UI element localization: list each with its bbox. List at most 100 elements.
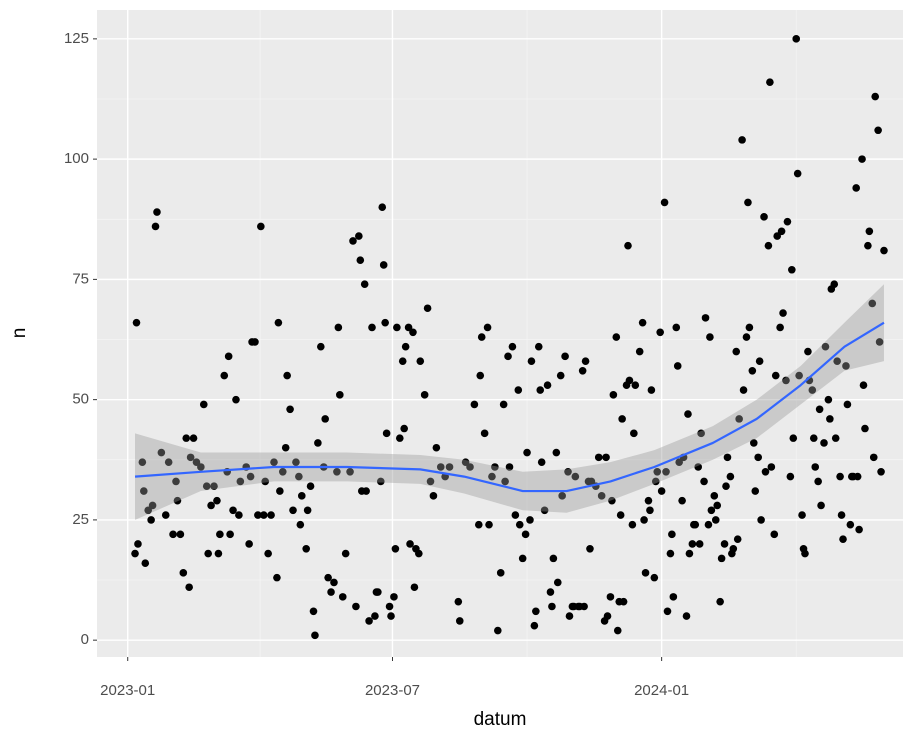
point: [153, 208, 161, 216]
point: [270, 458, 278, 466]
point: [732, 347, 741, 356]
point: [537, 458, 546, 466]
point: [232, 395, 240, 404]
point: [132, 318, 141, 327]
point: [564, 467, 572, 476]
point: [700, 477, 708, 486]
point: [515, 520, 524, 529]
y-tick-label: 75: [72, 270, 89, 287]
point: [602, 453, 610, 462]
point: [455, 617, 464, 625]
point: [261, 477, 270, 486]
point: [204, 549, 212, 558]
point: [749, 439, 758, 447]
point: [722, 482, 730, 491]
point: [491, 463, 499, 471]
point: [548, 602, 556, 611]
point: [202, 482, 211, 491]
point: [613, 626, 622, 635]
point: [777, 227, 786, 236]
point: [558, 492, 566, 500]
point: [716, 597, 724, 606]
point: [846, 520, 855, 529]
point: [815, 405, 824, 414]
point: [717, 554, 726, 563]
point: [594, 453, 603, 462]
point: [349, 237, 357, 245]
point: [276, 487, 284, 495]
point: [235, 511, 243, 519]
point: [371, 612, 379, 620]
point: [628, 520, 637, 529]
point: [378, 203, 387, 212]
point: [314, 439, 322, 447]
point: [466, 463, 474, 471]
point: [164, 458, 173, 466]
point: [406, 540, 414, 548]
point: [496, 569, 505, 577]
point: [789, 434, 798, 442]
point: [795, 371, 803, 380]
point: [416, 357, 425, 365]
point: [754, 453, 762, 462]
point: [729, 544, 738, 553]
point: [556, 371, 565, 380]
point: [292, 458, 300, 466]
point: [330, 578, 338, 587]
point: [814, 477, 822, 486]
point: [530, 621, 539, 630]
point: [697, 429, 705, 438]
point: [226, 530, 234, 539]
point: [501, 477, 509, 486]
point: [653, 467, 662, 476]
point: [197, 463, 205, 471]
point: [207, 501, 215, 510]
point: [216, 530, 224, 539]
point: [494, 626, 502, 635]
point: [461, 458, 470, 466]
point: [404, 323, 413, 332]
point: [641, 569, 650, 577]
point: [678, 496, 686, 505]
point: [597, 492, 606, 500]
point: [748, 366, 757, 375]
point: [745, 323, 754, 332]
point: [788, 265, 796, 274]
confidence-band: [135, 284, 884, 520]
point: [855, 525, 863, 534]
point: [565, 612, 574, 620]
point: [346, 467, 354, 476]
point: [488, 472, 496, 481]
point: [656, 328, 664, 337]
point: [140, 487, 148, 495]
point: [401, 342, 410, 351]
point: [842, 362, 850, 370]
point: [773, 232, 781, 240]
point: [527, 357, 536, 365]
point: [526, 516, 534, 524]
point: [770, 530, 779, 539]
point: [668, 530, 676, 539]
x-axis-title: datum: [474, 709, 527, 730]
point: [640, 516, 648, 524]
point: [875, 338, 884, 346]
point: [134, 540, 142, 548]
point: [189, 434, 198, 442]
point: [776, 323, 784, 332]
point: [251, 338, 259, 346]
marks: [131, 35, 888, 640]
point: [760, 213, 768, 221]
point: [824, 395, 833, 404]
point: [761, 467, 770, 476]
point: [603, 612, 612, 620]
point: [826, 415, 834, 423]
point: [508, 342, 517, 351]
x-tick-label: 2023-07: [365, 682, 420, 699]
point: [837, 511, 846, 519]
point: [281, 443, 290, 452]
point: [869, 453, 878, 462]
point: [706, 333, 714, 341]
point: [675, 458, 683, 466]
point: [420, 391, 429, 399]
point: [518, 554, 527, 563]
